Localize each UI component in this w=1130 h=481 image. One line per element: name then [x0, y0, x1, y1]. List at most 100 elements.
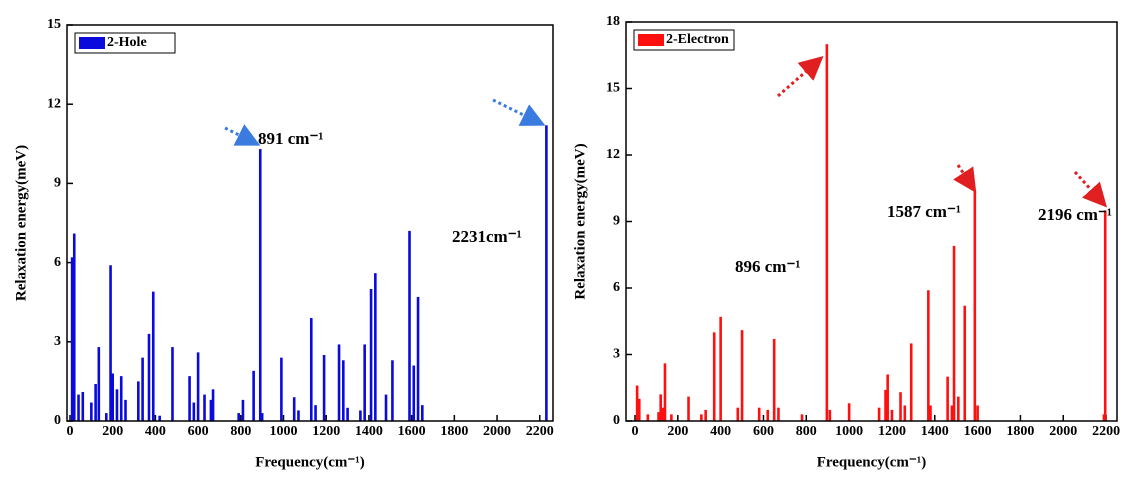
x-axis-label: Frequency(cm⁻¹) [255, 454, 365, 470]
y-tick-label: 6 [613, 280, 620, 295]
legend-label: 2-Electron [666, 32, 729, 47]
bar [670, 414, 673, 421]
annotation: 891 cm⁻¹ [258, 129, 324, 148]
bar [891, 410, 894, 421]
bar [203, 395, 206, 421]
bar [704, 410, 707, 421]
arrow [778, 60, 819, 96]
bar [116, 389, 119, 421]
x-tick-label: 2200 [1092, 424, 1120, 439]
x-tick-label: 200 [667, 424, 688, 439]
bar [899, 392, 902, 421]
bar [974, 190, 977, 421]
bar [141, 358, 144, 421]
x-tick-label: 1400 [921, 424, 949, 439]
y-tick-label: 18 [606, 14, 620, 29]
figure: 0369121502004006008001000120014001600180… [0, 0, 1130, 476]
bar [310, 318, 313, 421]
y-tick-label: 12 [47, 96, 61, 111]
annotation: 896 cm⁻¹ [735, 257, 801, 276]
x-tick-label: 2200 [526, 424, 554, 439]
bar [910, 343, 913, 421]
bar [713, 332, 716, 421]
arrow [225, 128, 255, 143]
x-tick-label: 1600 [964, 424, 992, 439]
x-tick-label: 800 [796, 424, 817, 439]
bar [1104, 210, 1107, 421]
bar [773, 339, 776, 421]
bar [346, 408, 349, 421]
y-tick-label: 3 [613, 347, 620, 362]
annotation: 2231cm⁻¹ [452, 227, 522, 246]
x-tick-label: 400 [710, 424, 731, 439]
x-tick-label: 1000 [270, 424, 298, 439]
bar [545, 125, 548, 421]
bar [82, 392, 85, 421]
bar [719, 317, 722, 421]
bar [363, 344, 366, 421]
x-tick-label: 600 [753, 424, 774, 439]
bar [314, 405, 317, 421]
y-axis-label: Relaxation energy(meV) [13, 145, 29, 301]
x-tick-label: 2000 [483, 424, 511, 439]
bar [77, 395, 80, 421]
bar [391, 360, 394, 421]
bar [687, 397, 690, 421]
arrows [225, 60, 1103, 203]
bar [197, 352, 200, 421]
bar [976, 405, 979, 421]
bar [252, 371, 255, 421]
x-tick-label: 200 [102, 424, 123, 439]
bar [963, 306, 966, 421]
y-tick-label: 0 [613, 413, 620, 428]
bar [111, 373, 114, 421]
x-tick-label: 400 [145, 424, 166, 439]
bar [374, 273, 377, 421]
bar [338, 344, 341, 421]
x-tick-label: 1800 [1006, 424, 1034, 439]
bar [741, 330, 744, 421]
legend-swatch [638, 34, 664, 46]
bar [664, 363, 667, 421]
bar [158, 416, 161, 421]
bar [98, 347, 101, 421]
y-tick-label: 12 [606, 147, 620, 162]
bar [421, 405, 424, 421]
bar [297, 410, 300, 421]
y-tick-label: 3 [54, 334, 61, 349]
bar [801, 414, 804, 421]
bar [927, 290, 930, 421]
bar [359, 410, 362, 421]
x-tick-label: 1800 [440, 424, 468, 439]
bar [957, 397, 960, 421]
bar [280, 358, 283, 421]
arrow [1075, 172, 1103, 203]
bar [90, 403, 93, 421]
bar [323, 355, 326, 421]
bar [848, 403, 851, 421]
bar [342, 360, 345, 421]
bar [829, 410, 832, 421]
x-tick-label: 600 [188, 424, 209, 439]
y-tick-label: 15 [47, 17, 61, 32]
x-tick-label: 800 [230, 424, 251, 439]
bar [638, 399, 641, 421]
bar [212, 389, 215, 421]
arrow [493, 100, 540, 123]
bar [124, 400, 127, 421]
bar [137, 381, 140, 421]
annotation: 2196 cm⁻¹ [1038, 205, 1112, 224]
bar [94, 384, 97, 421]
x-tick-label: 1000 [835, 424, 863, 439]
bar [261, 413, 264, 421]
x-tick-label: 0 [66, 424, 73, 439]
legend-swatch [79, 37, 105, 49]
bar [417, 297, 420, 421]
x-tick-label: 1200 [312, 424, 340, 439]
legend-label: 2-Hole [107, 35, 147, 50]
bar [700, 414, 703, 421]
bar [777, 408, 780, 421]
x-axis-label: Frequency(cm⁻¹) [817, 454, 927, 470]
bar [946, 377, 949, 421]
x-tick-label: 1200 [878, 424, 906, 439]
